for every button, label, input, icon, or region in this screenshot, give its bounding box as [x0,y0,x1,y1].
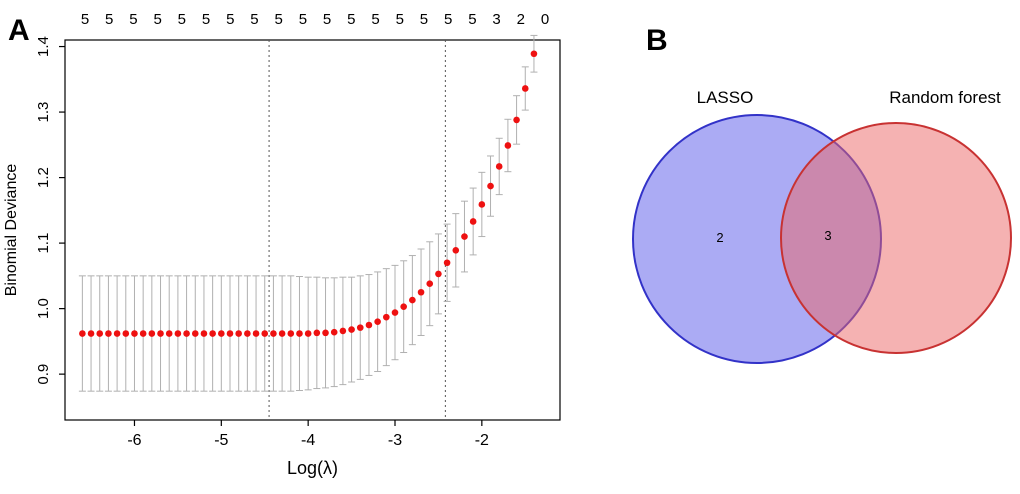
svg-text:5: 5 [105,11,113,28]
svg-text:-6: -6 [127,432,141,449]
svg-text:0.9: 0.9 [35,364,52,385]
svg-text:-2: -2 [475,432,489,449]
svg-text:Log(λ): Log(λ) [287,458,338,478]
svg-text:5: 5 [468,11,476,28]
lambda-reference-lines [268,40,446,420]
panel-b-label: B [646,24,668,57]
svg-text:5: 5 [153,11,161,28]
plot-box [64,39,561,421]
svg-text:-3: -3 [388,432,402,449]
venn-count-lasso-only: 2 [716,230,724,245]
svg-text:5: 5 [347,11,355,28]
svg-text:5: 5 [299,11,307,28]
svg-text:1.4: 1.4 [35,36,52,57]
svg-text:-5: -5 [214,432,228,449]
svg-text:5: 5 [129,11,137,28]
venn-count-intersection: 3 [824,228,832,243]
svg-text:5: 5 [396,11,404,28]
svg-text:5: 5 [323,11,331,28]
svg-text:1.3: 1.3 [35,102,52,123]
data-points [79,50,538,337]
svg-text:5: 5 [178,11,186,28]
svg-text:5: 5 [81,11,89,28]
axis-titles: Log(λ) Binomial Deviance [3,164,338,478]
svg-text:1.1: 1.1 [35,233,52,254]
svg-text:3: 3 [492,11,500,28]
y-axis: 0.9 1.0 1.1 1.2 1.3 1.4 [35,36,65,385]
svg-text:-4: -4 [301,432,315,449]
venn-label-lasso: LASSO [696,88,754,107]
svg-text:2: 2 [517,11,525,28]
svg-text:5: 5 [444,11,452,28]
x-axis: -6 -5 -4 -3 -2 [127,420,489,449]
svg-text:5: 5 [371,11,379,28]
panel-a-label: A [8,14,30,47]
lasso-cv-plot: -6 -5 -4 -3 -20.91.01.11.21.31.45 5 5 5 5 5 5 5 5 5 5 5… [3,11,561,478]
svg-text:1.2: 1.2 [35,167,52,188]
svg-text:5: 5 [250,11,258,28]
svg-text:1.0: 1.0 [35,298,52,319]
error-bars [78,34,538,392]
venn-label-random-forest: Random forest [889,88,1001,107]
svg-text:5: 5 [275,11,283,28]
svg-text:0: 0 [541,11,549,28]
svg-text:Binomial Deviance: Binomial Deviance [3,164,20,297]
svg-text:5: 5 [420,11,428,28]
venn-diagram: LASSO Random forest 2 3 [600,0,1020,494]
venn-circle-random-forest [780,122,1012,354]
svg-text:5: 5 [202,11,210,28]
svg-text:5: 5 [226,11,234,28]
